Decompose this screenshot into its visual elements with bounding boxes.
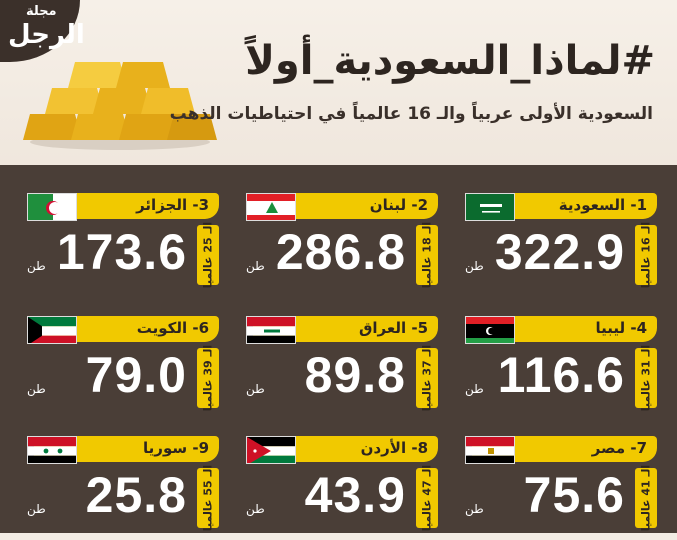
logo-top-text: مجلة: [26, 4, 57, 19]
world-rank-text: الـ 47 عالميا: [420, 464, 434, 532]
unit-label: طن: [465, 259, 484, 273]
iraq-flag-icon: [246, 316, 296, 344]
cards-area: [0, 165, 677, 533]
lebanon-flag-icon: [246, 193, 296, 221]
country-label: 5- العراق: [358, 319, 428, 337]
world-rank-text: الـ 31 عالميا: [639, 344, 653, 412]
unit-label: طن: [27, 259, 46, 273]
country-label: 4- ليبيا: [595, 319, 647, 337]
gold-reserve-value: 43.9: [304, 467, 406, 523]
world-rank-badge: الـ 16 عالميا: [635, 221, 657, 289]
gold-reserve-value: 79.0: [85, 347, 187, 403]
unit-label: طن: [246, 382, 265, 396]
unit-label: طن: [465, 382, 484, 396]
unit-label: طن: [465, 502, 484, 516]
logo-main-text: الرجل: [8, 20, 85, 50]
gold-reserve-value: 173.6: [56, 224, 187, 280]
country-card: 2- لبنان الـ 18 عالميا 286.8 طن: [246, 193, 438, 297]
algeria-flag-icon: [27, 193, 77, 221]
gold-reserve-value: 25.8: [85, 467, 187, 523]
country-label: 2- لبنان: [369, 196, 428, 214]
saudi-flag-icon: [465, 193, 515, 221]
world-rank-text: الـ 55 عالميا: [201, 464, 215, 532]
world-rank-badge: الـ 39 عالميا: [197, 344, 219, 412]
libya-flag-icon: [465, 316, 515, 344]
country-label: 1- السعودية: [558, 196, 647, 214]
kuwait-flag-icon: [27, 316, 77, 344]
page-title: #لماذا_السعودية_أولاً: [245, 38, 655, 84]
country-card: 3- الجزائر الـ 25 عالميا 173.6 طن: [27, 193, 219, 297]
egypt-flag-icon: [465, 436, 515, 464]
syria-flag-icon: [27, 436, 77, 464]
gold-bars-icon: [23, 62, 217, 150]
country-label: 7- مصر: [591, 439, 647, 457]
country-card: 9- سوريا الـ 55 عالميا 25.8 طن: [27, 436, 219, 540]
world-rank-badge: الـ 18 عالميا: [416, 221, 438, 289]
country-card: 1- السعودية الـ 16 عالميا 322.9 طن: [465, 193, 657, 297]
world-rank-badge: الـ 31 عالميا: [635, 344, 657, 412]
unit-label: طن: [27, 382, 46, 396]
world-rank-text: الـ 39 عالميا: [201, 344, 215, 412]
unit-label: طن: [246, 259, 265, 273]
country-label: 9- سوريا: [143, 439, 209, 457]
world-rank-badge: الـ 37 عالميا: [416, 344, 438, 412]
country-card: 4- ليبيا الـ 31 عالميا 116.6 طن: [465, 316, 657, 420]
page-subtitle: السعودية الأولى عربياً والـ 16 عالمياً ف…: [169, 104, 653, 124]
country-card: 6- الكويت الـ 39 عالميا 79.0 طن: [27, 316, 219, 420]
country-label: 3- الجزائر: [136, 196, 209, 214]
gold-reserve-value: 286.8: [275, 224, 406, 280]
country-card: 8- الأردن الـ 47 عالميا 43.9 طن: [246, 436, 438, 540]
country-card: 5- العراق الـ 37 عالميا 89.8 طن: [246, 316, 438, 420]
world-rank-text: الـ 37 عالميا: [420, 344, 434, 412]
jordan-flag-icon: [246, 436, 296, 464]
world-rank-text: الـ 25 عالميا: [201, 221, 215, 289]
gold-reserve-value: 322.9: [494, 224, 625, 280]
country-label: 6- الكويت: [136, 319, 209, 337]
country-label: 8- الأردن: [360, 439, 428, 457]
unit-label: طن: [27, 502, 46, 516]
world-rank-badge: الـ 25 عالميا: [197, 221, 219, 289]
world-rank-badge: الـ 41 عالميا: [635, 464, 657, 532]
gold-reserve-value: 75.6: [523, 467, 625, 523]
country-card: 7- مصر الـ 41 عالميا 75.6 طن: [465, 436, 657, 540]
world-rank-text: الـ 18 عالميا: [420, 221, 434, 289]
world-rank-text: الـ 16 عالميا: [639, 221, 653, 289]
world-rank-badge: الـ 47 عالميا: [416, 464, 438, 532]
world-rank-badge: الـ 55 عالميا: [197, 464, 219, 532]
unit-label: طن: [246, 502, 265, 516]
gold-reserve-value: 116.6: [497, 347, 625, 403]
gold-reserve-value: 89.8: [304, 347, 406, 403]
world-rank-text: الـ 41 عالميا: [639, 464, 653, 532]
